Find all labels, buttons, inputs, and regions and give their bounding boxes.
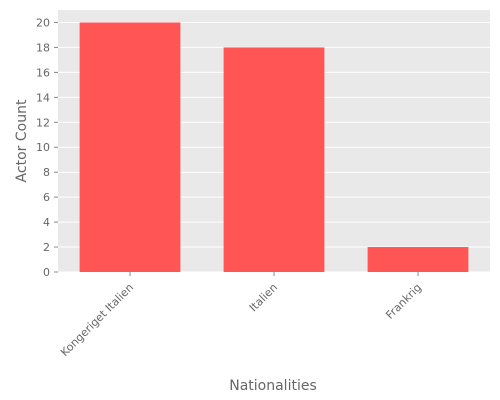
y-tick-label: 0: [43, 266, 50, 279]
bar: [367, 247, 469, 272]
x-axis-title: Nationalities: [229, 378, 317, 394]
y-tick-label: 4: [43, 216, 50, 229]
y-tick-label: 16: [36, 66, 50, 79]
y-axis-ticks: 0 2 4 6 8 10 12 14 16 18 20: [36, 16, 58, 279]
x-tick-label: Frankrig: [383, 281, 424, 322]
x-axis-ticks: Kongeriget Italien Italien Frankrig: [58, 272, 424, 359]
x-tick-label: Italien: [247, 281, 280, 314]
y-tick-label: 18: [36, 41, 50, 54]
y-tick-label: 8: [43, 166, 50, 179]
y-tick-label: 2: [43, 241, 50, 254]
bar: [79, 22, 181, 272]
y-tick-label: 6: [43, 191, 50, 204]
y-tick-label: 20: [36, 16, 50, 29]
x-tick-label: Kongeriget Italien: [58, 281, 136, 359]
y-tick-label: 12: [36, 116, 50, 129]
y-axis-title: Actor Count: [14, 99, 30, 182]
bar: [223, 47, 325, 272]
y-tick-label: 14: [36, 91, 50, 104]
y-tick-label: 10: [36, 141, 50, 154]
bars: [79, 22, 469, 272]
